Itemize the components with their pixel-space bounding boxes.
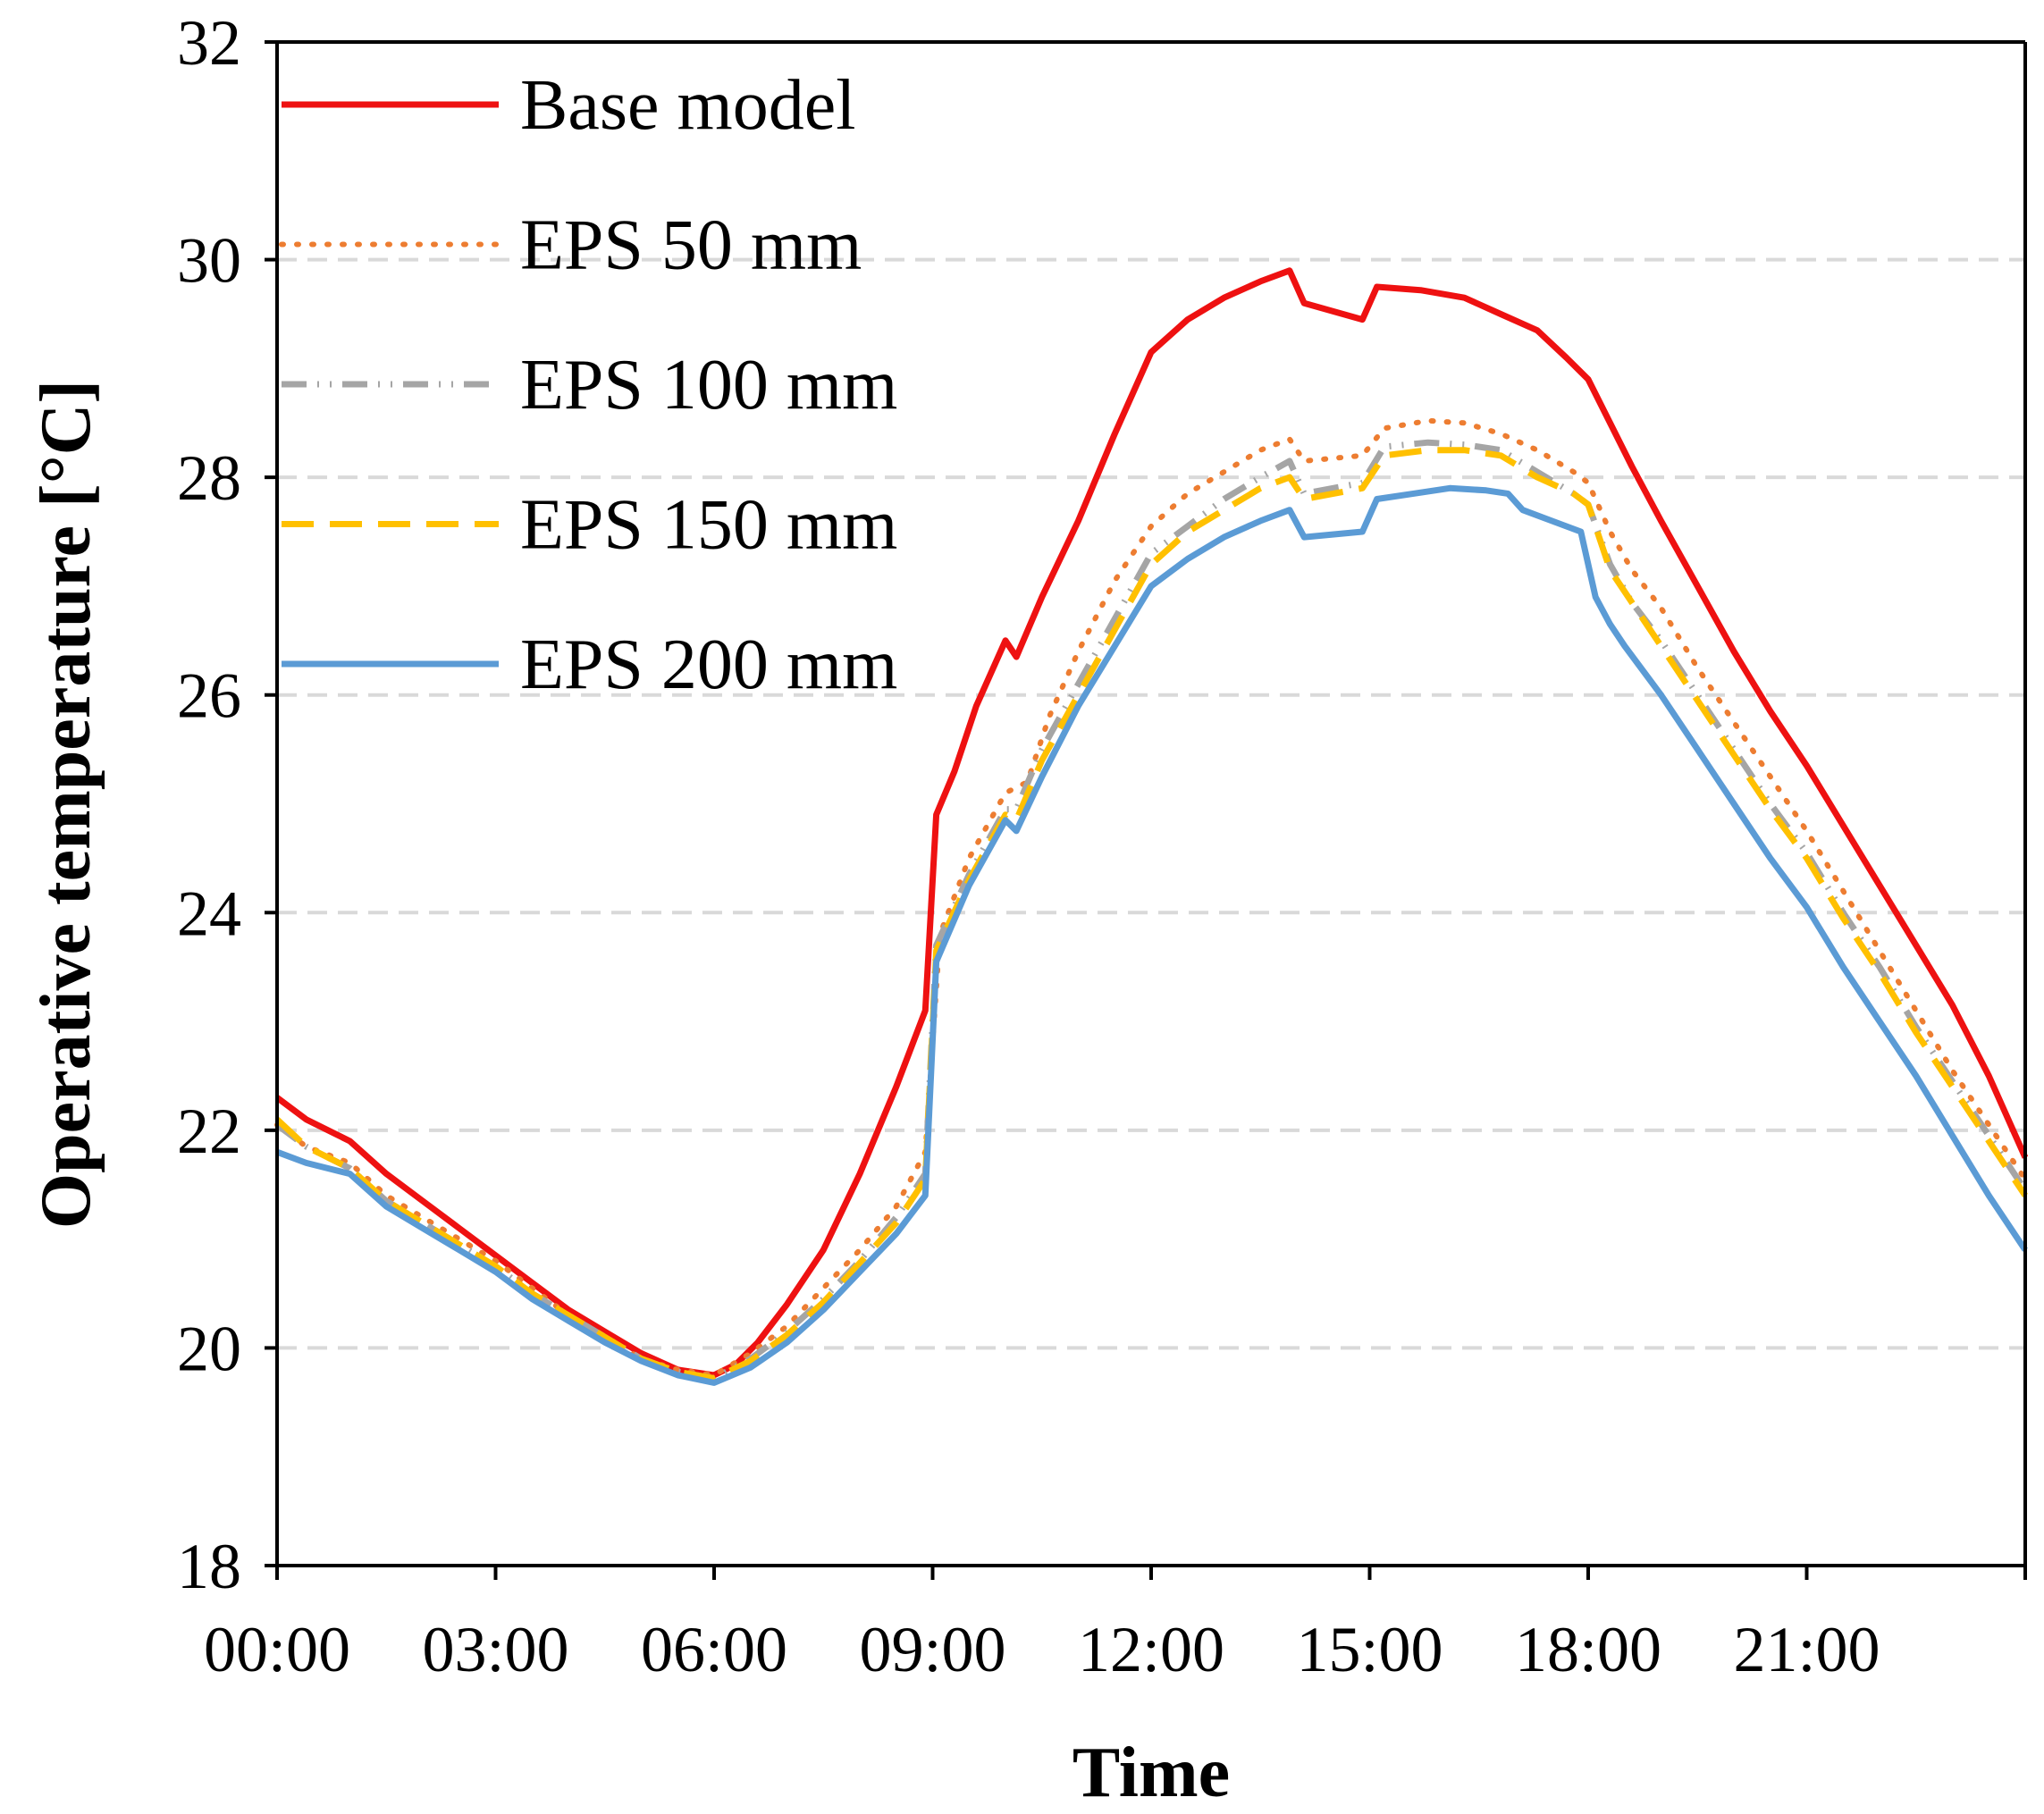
x-tick-label: 12:00 [1078,1614,1224,1685]
y-tick-label: 28 [177,442,241,514]
legend-label: EPS 50 mm [520,206,862,285]
x-tick-label: 09:00 [859,1614,1005,1685]
x-tick-label: 03:00 [422,1614,568,1685]
series-lines [274,267,2029,1386]
legend: Base model EPS 50 mm EPS 100 mm EPS 150 mm E… [279,66,897,704]
x-tick-label: 18:00 [1515,1614,1661,1685]
tick-marks-and-labels: 18 20 22 24 26 28 30 32 00:00 03:00 06:00 09:00 12:0… [177,7,2027,1685]
gridlines [277,257,2025,1350]
axes [275,40,2027,1567]
x-tick-label: 21:00 [1733,1614,1880,1685]
y-tick-label: 18 [177,1531,241,1602]
y-tick-label: 32 [177,7,241,79]
legend-label: EPS 100 mm [520,346,897,424]
x-tick-label: 15:00 [1296,1614,1443,1685]
series-line-1 [274,267,2029,1379]
legend-label: Base model [520,66,855,145]
y-tick-label: 24 [177,878,241,949]
series-line-5 [275,484,2028,1386]
legend-label: EPS 150 mm [520,486,897,565]
y-tick-label: 22 [177,1096,241,1167]
x-axis-title: Time [1072,1734,1230,1812]
series-line-4 [274,447,2028,1381]
y-axis-title: Operative temperature [°C] [27,380,105,1229]
y-tick-label: 20 [177,1313,241,1384]
y-tick-label: 26 [177,660,241,732]
y-tick-label: 30 [177,225,241,297]
x-tick-label: 06:00 [641,1614,787,1685]
x-tick-label: 00:00 [204,1614,350,1685]
legend-label: EPS 200 mm [520,626,897,704]
